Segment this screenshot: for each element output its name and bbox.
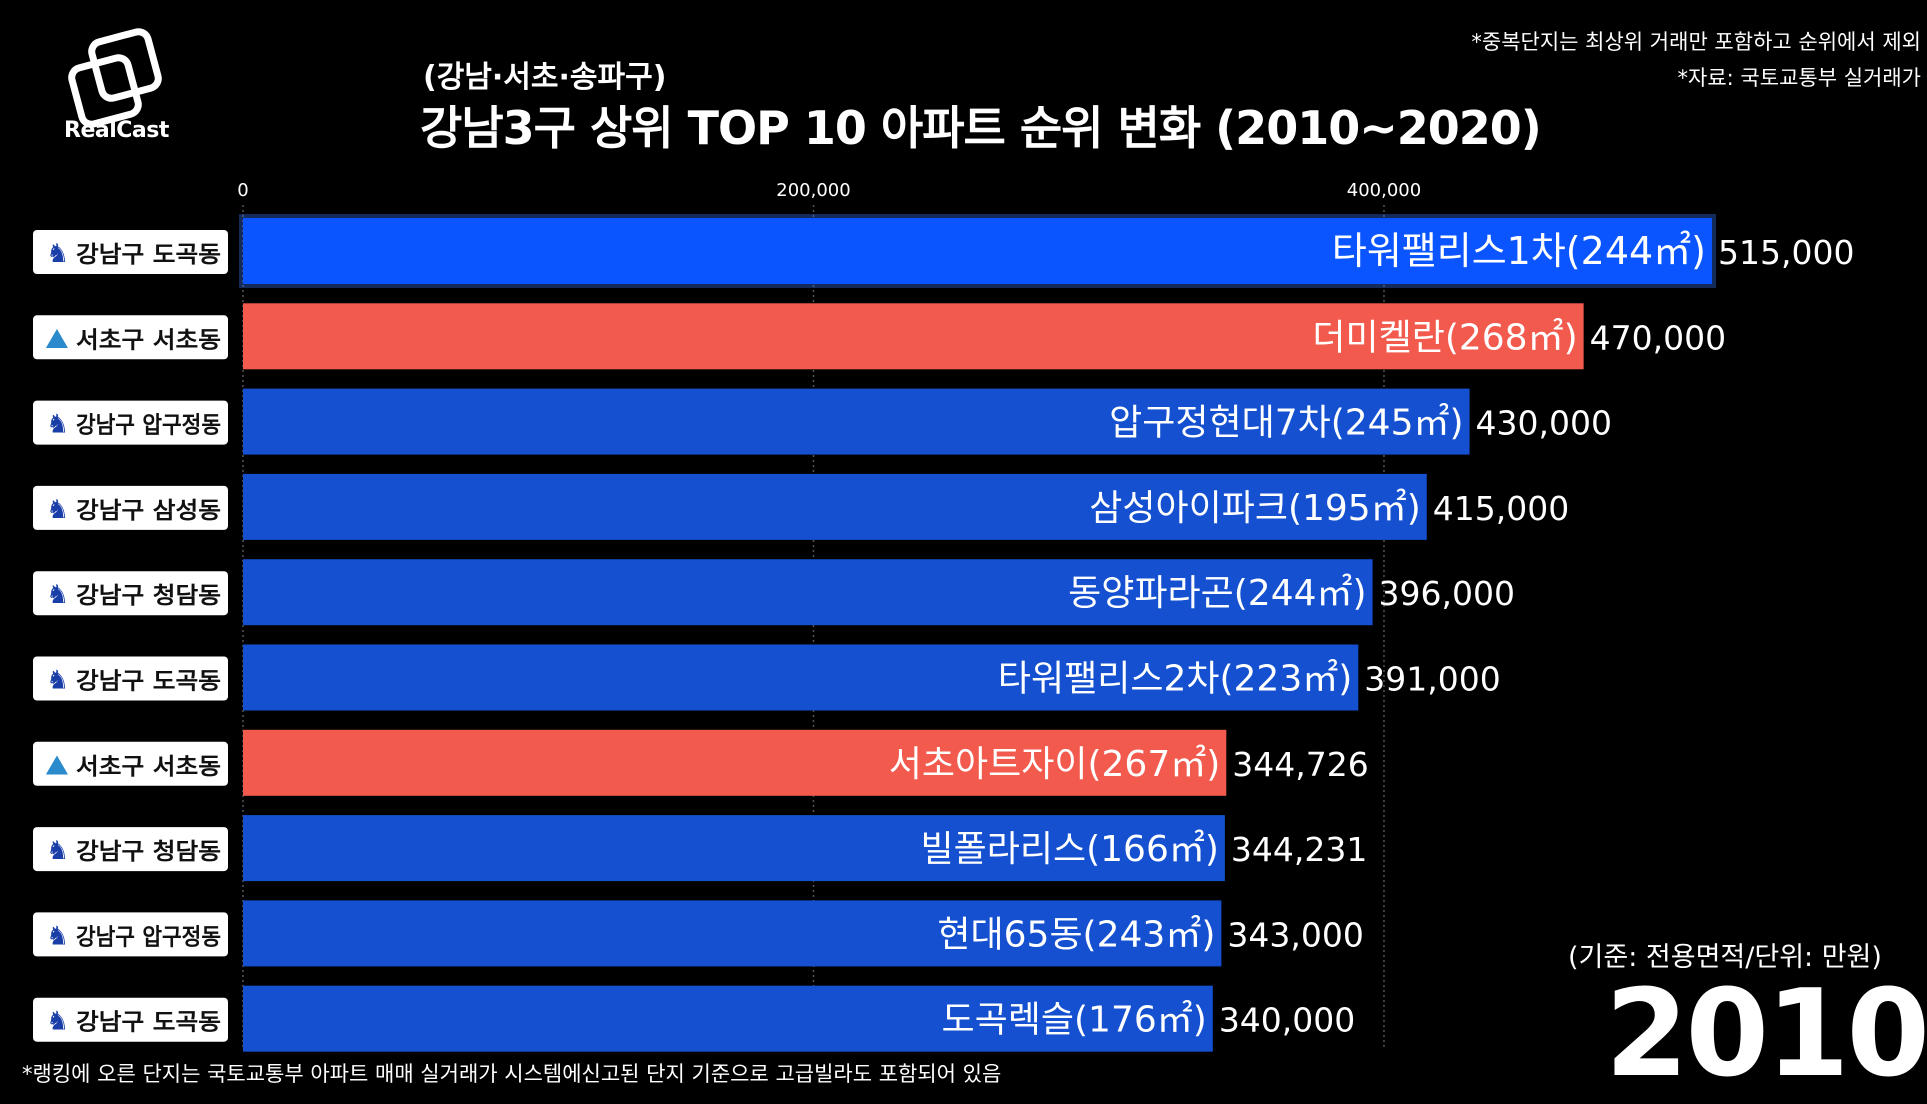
bar <box>243 388 1470 455</box>
category-badge <box>33 315 228 360</box>
category-label: 강남구 청담동 <box>76 583 221 609</box>
unit-basis-label: (기준: 전용면적/단위: 만원) <box>1568 942 1882 973</box>
bar <box>243 815 1225 882</box>
bar <box>243 218 1712 284</box>
category-label: 강남구 압구정동 <box>76 413 221 439</box>
bar <box>243 303 1584 370</box>
value-label: 415,000 <box>1433 489 1569 528</box>
apartment-label: 더미켈란(268㎡) <box>1312 316 1577 358</box>
chart-title: 강남3구 상위 TOP 10 아파트 순위 변화 (2010~2020) <box>420 101 1542 155</box>
category-label: 강남구 삼성동 <box>76 498 221 524</box>
gangnam-emblem-icon: ♞ <box>46 836 69 866</box>
gangnam-emblem-icon: ♞ <box>46 921 69 951</box>
category-badge <box>33 230 228 274</box>
x-tick-label: 0 <box>237 180 248 201</box>
category-badge <box>33 485 228 530</box>
category-badge <box>33 912 228 957</box>
apartment-label: 도곡렉슬(176㎡) <box>942 999 1207 1041</box>
value-label: 396,000 <box>1379 574 1515 613</box>
brand-name: RealCast <box>64 118 169 143</box>
category-badge <box>33 400 228 445</box>
x-tick-label: 400,000 <box>1347 180 1421 201</box>
category-badge <box>33 997 228 1042</box>
bar <box>243 559 1373 626</box>
category-badge <box>33 656 228 701</box>
bar <box>243 644 1359 711</box>
note-source: *자료: 국토교통부 실거래가 <box>1677 66 1921 90</box>
bar <box>243 473 1427 540</box>
gangnam-emblem-icon: ♞ <box>46 666 69 696</box>
value-label: 430,000 <box>1476 404 1612 443</box>
category-label: 강남구 도곡동 <box>76 1010 221 1036</box>
apartment-label: 타워팰리스2차(223㎡) <box>998 658 1352 700</box>
value-label: 344,726 <box>1232 745 1368 784</box>
category-label: 강남구 압구정동 <box>76 924 221 950</box>
value-label: 515,000 <box>1718 233 1854 272</box>
year-label: 2010 <box>1605 965 1927 1104</box>
value-label: 340,000 <box>1219 1001 1355 1040</box>
x-tick-label: 200,000 <box>776 180 850 201</box>
value-label: 391,000 <box>1364 660 1500 699</box>
gangnam-emblem-icon: ♞ <box>46 410 69 440</box>
category-badge <box>33 571 228 616</box>
bar <box>243 900 1222 967</box>
category-label: 서초구 서초동 <box>76 754 221 780</box>
apartment-label: 서초아트자이(267㎡) <box>889 743 1221 785</box>
category-label: 강남구 청담동 <box>76 839 221 865</box>
apartment-label: 타워팰리스1차(244㎡) <box>1332 229 1706 273</box>
seocho-emblem-icon: ⛰ <box>45 751 68 781</box>
bar <box>243 729 1227 796</box>
bar <box>243 985 1213 1052</box>
chart-subtitle: (강남·서초·송파구) <box>423 60 667 95</box>
note-duplicates: *중복단지는 최상위 거래만 포함하고 순위에서 제외 <box>1471 30 1921 54</box>
value-label: 344,231 <box>1231 830 1367 869</box>
apartment-label: 동양파라곤(244㎡) <box>1068 572 1366 614</box>
footer-note: *랭킹에 오른 단지는 국토교통부 아파트 매매 실거래가 시스템에신고된 단지… <box>22 1062 1002 1086</box>
seocho-emblem-icon: ⛰ <box>45 324 68 354</box>
realcast-logo-icon <box>68 28 162 128</box>
value-label: 343,000 <box>1227 915 1363 954</box>
apartment-label: 압구정현대7차(245㎡) <box>1109 402 1463 444</box>
gangnam-emblem-icon: ♞ <box>46 1007 69 1037</box>
gangnam-emblem-icon: ♞ <box>46 239 69 269</box>
gangnam-emblem-icon: ♞ <box>46 495 69 525</box>
apartment-label: 삼성아이파크(195㎡) <box>1089 487 1421 529</box>
category-label: 강남구 도곡동 <box>76 242 221 268</box>
apartment-label: 현대65동(243㎡) <box>937 913 1215 955</box>
category-label: 강남구 도곡동 <box>76 669 221 695</box>
category-label: 서초구 서초동 <box>76 327 221 353</box>
category-badge <box>33 827 228 872</box>
apartment-label: 빌폴라리스(166㎡) <box>920 828 1218 870</box>
category-badge <box>33 741 228 786</box>
value-label: 470,000 <box>1590 318 1726 357</box>
gangnam-emblem-icon: ♞ <box>46 580 69 610</box>
